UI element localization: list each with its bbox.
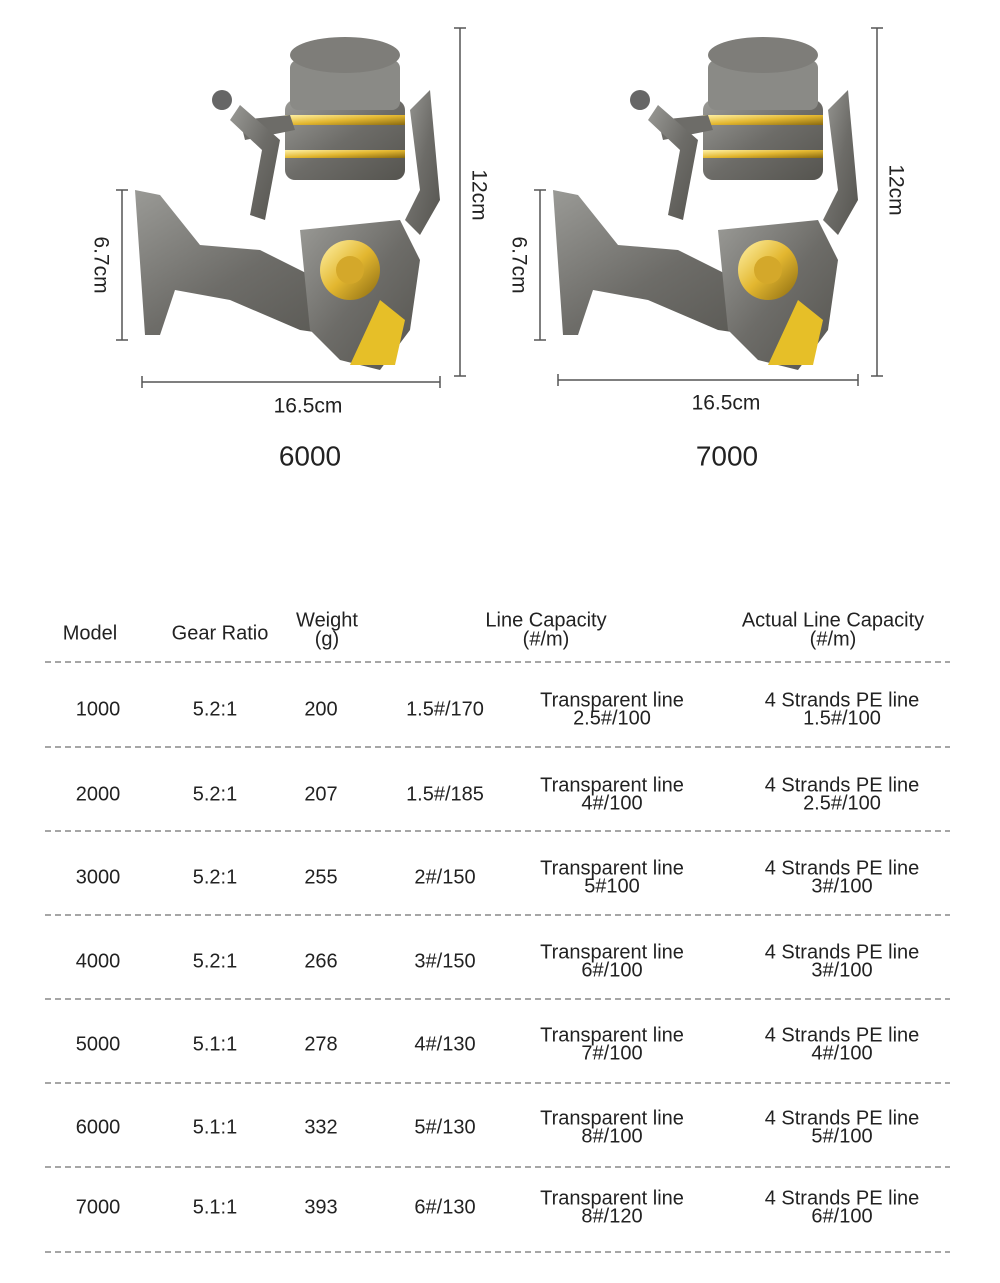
table-header: (#/m)	[523, 628, 570, 650]
table-cell: 393	[304, 1196, 337, 1218]
table-cell: 4000	[76, 950, 121, 972]
table-cell: 6#/130	[414, 1196, 475, 1218]
table-cell: 4 Strands PE line	[765, 689, 920, 711]
table-cell: 5#/100	[811, 1125, 872, 1147]
table-cell: 2000	[76, 783, 121, 805]
table-cell: Transparent line	[540, 941, 684, 963]
height-dimension: 12cm	[884, 164, 907, 215]
table-cell: 8#/100	[581, 1125, 642, 1147]
table-cell: 6#/100	[811, 1205, 872, 1227]
table-cell: 5#/130	[414, 1116, 475, 1138]
model-label: 6000	[279, 440, 341, 471]
table-header: Actual Line Capacity	[742, 609, 924, 631]
table-cell: 7#/100	[581, 1042, 642, 1064]
table-cell: 4 Strands PE line	[765, 857, 920, 879]
table-cell: 6000	[76, 1116, 121, 1138]
table-header: Line Capacity	[485, 609, 606, 631]
table-header: (#/m)	[810, 628, 857, 650]
width-dimension: 16.5cm	[692, 392, 761, 415]
table-cell: 4#/100	[811, 1042, 872, 1064]
table-cell: 4 Strands PE line	[765, 774, 920, 796]
table-cell: 5.2:1	[193, 783, 237, 805]
table-cell: 4#/130	[414, 1033, 475, 1055]
table-cell: 3#/150	[414, 950, 475, 972]
table-cell: 207	[304, 783, 337, 805]
reel-image	[553, 37, 858, 370]
table-cell: Transparent line	[540, 857, 684, 879]
table-cell: 6#/100	[581, 959, 642, 981]
table-cell: 4 Strands PE line	[765, 1187, 920, 1209]
table-cell: 5.1:1	[193, 1033, 237, 1055]
table-cell: 5.1:1	[193, 1116, 237, 1138]
table-cell: 200	[304, 698, 337, 720]
width-dimension: 16.5cm	[274, 395, 343, 418]
table-cell: 5000	[76, 1033, 121, 1055]
table-cell: Transparent line	[540, 1187, 684, 1209]
table-cell: 5.2:1	[193, 698, 237, 720]
table-cell: 5.2:1	[193, 866, 237, 888]
table-cell: 2.5#/100	[573, 707, 651, 729]
table-cell: Transparent line	[540, 774, 684, 796]
handle-dimension: 6.7cm	[89, 236, 112, 293]
height-dimension: 12cm	[467, 169, 490, 220]
table-cell: 5.2:1	[193, 950, 237, 972]
table-cell: 3000	[76, 866, 121, 888]
table-cell: 3#/100	[811, 959, 872, 981]
table-cell: 4 Strands PE line	[765, 941, 920, 963]
table-cell: Transparent line	[540, 1107, 684, 1129]
table-cell: 332	[304, 1116, 337, 1138]
table-cell: 5#100	[584, 875, 640, 897]
table-cell: 3#/100	[811, 875, 872, 897]
table-cell: 1.5#/170	[406, 698, 484, 720]
table-header: Gear Ratio	[172, 622, 269, 644]
table-cell: 1.5#/185	[406, 783, 484, 805]
table-cell: 4 Strands PE line	[765, 1107, 920, 1129]
table-cell: Transparent line	[540, 689, 684, 711]
table-cell: 4#/100	[581, 792, 642, 814]
table-cell: 1.5#/100	[803, 707, 881, 729]
table-cell: 7000	[76, 1196, 121, 1218]
table-cell: 5.1:1	[193, 1196, 237, 1218]
table-cell: 278	[304, 1033, 337, 1055]
table-header: Weight	[296, 609, 358, 631]
model-label: 7000	[696, 440, 758, 471]
handle-dimension: 6.7cm	[507, 236, 530, 293]
table-cell: 4 Strands PE line	[765, 1024, 920, 1046]
table-cell: 1000	[76, 698, 121, 720]
table-cell: 2#/150	[414, 866, 475, 888]
table-cell: 266	[304, 950, 337, 972]
table-header: (g)	[315, 628, 339, 650]
table-cell: Transparent line	[540, 1024, 684, 1046]
table-header: Model	[63, 622, 117, 644]
reel-image	[135, 37, 440, 370]
table-cell: 255	[304, 866, 337, 888]
table-cell: 8#/120	[581, 1205, 642, 1227]
table-cell: 2.5#/100	[803, 792, 881, 814]
